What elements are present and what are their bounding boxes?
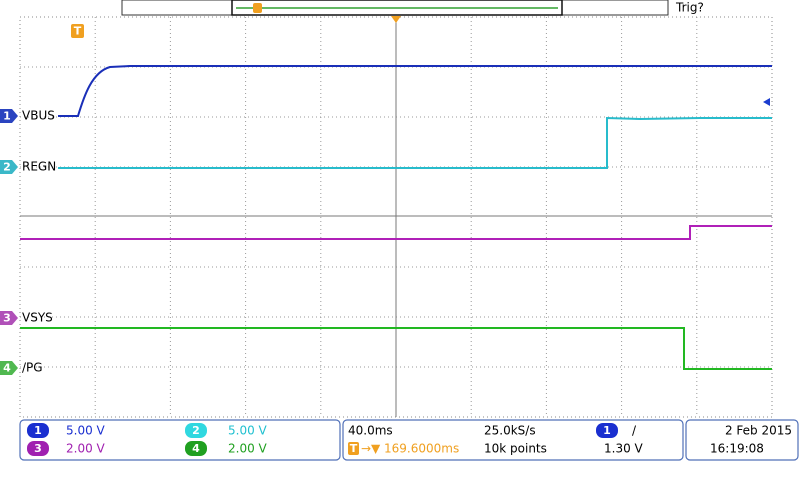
ch3-scale: 2.00 V xyxy=(66,442,106,456)
trigger-slope: / xyxy=(632,424,637,438)
trace-vsys xyxy=(20,225,772,240)
ch2-scale: 5.00 V xyxy=(228,424,268,438)
ch3-tag-number: 3 xyxy=(3,312,11,325)
ch3-badge xyxy=(27,441,49,456)
trigger-icon xyxy=(71,24,84,38)
trace-vbus xyxy=(58,65,772,117)
ch1-tag xyxy=(0,109,18,123)
trigger-source-badge xyxy=(596,423,618,438)
trigger-status: Trig? xyxy=(675,1,704,15)
ch2-badge xyxy=(185,423,207,438)
sample-rate: 25.0kS/s xyxy=(484,424,536,438)
record-trigger-marker xyxy=(253,3,262,13)
ch2-label: REGN xyxy=(22,160,56,174)
trigger-source: 1 xyxy=(603,424,611,437)
trigger-level-marker xyxy=(763,98,770,106)
time: 16:19:08 xyxy=(710,442,764,456)
ch1-badge xyxy=(27,423,49,438)
ch4-tag-number: 4 xyxy=(3,362,11,375)
record-length: 10k points xyxy=(484,442,547,456)
trigger-icon-glyph: T xyxy=(74,25,82,38)
trace-pg xyxy=(20,327,772,370)
trigger-level: 1.30 V xyxy=(604,442,644,456)
channel-tags: 1 VBUS 2 REGN 3 VSYS 4 /PG xyxy=(0,109,56,375)
ch3-label: VSYS xyxy=(22,311,53,325)
trigger-pos-arrow: →▼ xyxy=(361,442,381,456)
ch4-scale: 2.00 V xyxy=(228,442,268,456)
ch2-tag-number: 2 xyxy=(3,161,11,174)
ch3-badge-number: 3 xyxy=(34,442,42,455)
ch4-tag xyxy=(0,361,18,375)
trace-regn xyxy=(58,116,772,169)
channel-panel xyxy=(19,419,341,461)
trigger-pos-icon xyxy=(348,442,359,455)
ch4-label: /PG xyxy=(22,361,43,375)
trigger-position-marker xyxy=(391,16,401,23)
ch2-tag xyxy=(0,160,18,174)
ch4-badge-number: 4 xyxy=(192,442,200,455)
date: 2 Feb 2015 xyxy=(725,424,792,438)
ch1-scale: 5.00 V xyxy=(66,424,106,438)
ch2-badge-number: 2 xyxy=(192,424,200,437)
ch3-tag xyxy=(0,311,18,325)
ch1-badge-number: 1 xyxy=(34,424,42,437)
trigger-position: 169.6000ms xyxy=(384,442,459,456)
ch4-badge xyxy=(185,441,207,456)
datetime-panel xyxy=(685,419,799,461)
trigger-pos-icon-glyph: T xyxy=(350,442,358,455)
ch1-label: VBUS xyxy=(22,109,55,123)
time-scale: 40.0ms xyxy=(348,424,393,438)
ch1-tag-number: 1 xyxy=(3,110,11,123)
